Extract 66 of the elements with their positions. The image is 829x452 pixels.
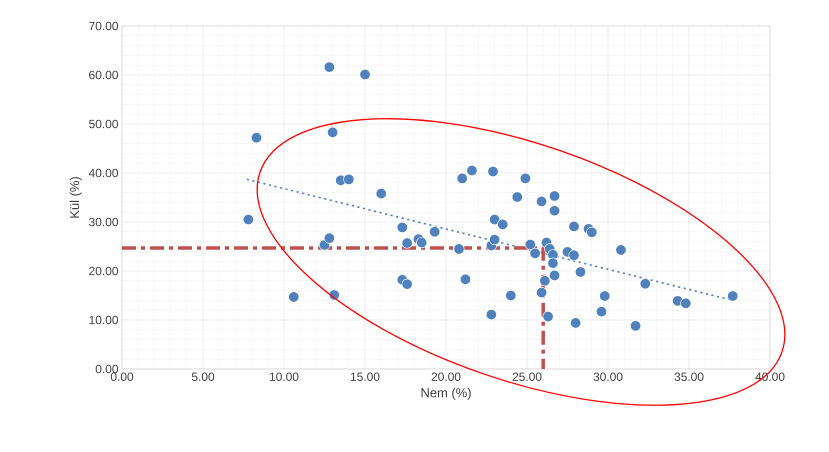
point: [512, 191, 523, 202]
point: [402, 238, 413, 249]
x-tick-label: 25.00: [512, 372, 542, 381]
x-tick-label: 20.00: [432, 372, 460, 381]
point: [242, 214, 254, 226]
point: [497, 218, 508, 230]
y-tick-label: 40.00: [88, 168, 118, 178]
point: [343, 174, 354, 185]
x-axis-title: Nem (%): [422, 388, 471, 400]
point: [536, 287, 548, 298]
y-tick-label: 60.00: [89, 70, 118, 80]
point: [327, 126, 338, 138]
point: [460, 274, 471, 285]
point: [586, 226, 598, 238]
point: [250, 132, 262, 144]
y-tick-label: 50.00: [89, 120, 118, 128]
point: [568, 250, 580, 261]
x-tick-label: 35.00: [674, 372, 704, 381]
point: [489, 214, 500, 226]
point: [402, 278, 413, 290]
y-tick-label: 70.00: [89, 22, 118, 30]
point: [376, 188, 387, 200]
point: [530, 248, 541, 259]
point: [486, 309, 497, 320]
point: [640, 278, 651, 290]
y-tick-label: 10.00: [89, 316, 118, 324]
point: [324, 62, 335, 73]
point: [505, 290, 516, 301]
point: [489, 234, 500, 246]
point: [547, 258, 558, 269]
point: [324, 232, 335, 244]
point: [487, 166, 498, 178]
point: [630, 320, 642, 332]
point: [456, 172, 468, 184]
y-tick-label: 20.00: [89, 266, 118, 276]
point: [574, 266, 586, 278]
point: [727, 290, 738, 302]
point: [536, 196, 548, 207]
point: [599, 290, 610, 302]
point: [549, 190, 560, 202]
point: [396, 222, 408, 233]
point: [288, 291, 300, 302]
point: [520, 172, 531, 184]
point: [416, 237, 428, 248]
x-tick-label: 10.00: [270, 372, 299, 381]
y-tick-label: 30.00: [89, 218, 118, 226]
point: [549, 205, 560, 216]
point: [539, 275, 550, 286]
x-tick-label: 0.00: [110, 372, 134, 381]
point: [542, 311, 554, 322]
x-tick-label: 5.00: [192, 372, 214, 381]
point: [549, 270, 560, 281]
y-axis-title: Kül (%): [70, 177, 82, 218]
point: [466, 165, 478, 176]
x-tick-label: 15.00: [350, 372, 380, 381]
point: [680, 298, 692, 309]
x-tick-label: 30.00: [594, 372, 622, 381]
point: [360, 68, 371, 80]
point: [524, 239, 536, 250]
y-tick-label: 0.00: [96, 364, 118, 374]
point: [429, 226, 440, 238]
point: [596, 306, 608, 318]
point: [615, 244, 626, 256]
point: [568, 220, 580, 232]
point: [453, 243, 464, 254]
point: [570, 317, 582, 328]
